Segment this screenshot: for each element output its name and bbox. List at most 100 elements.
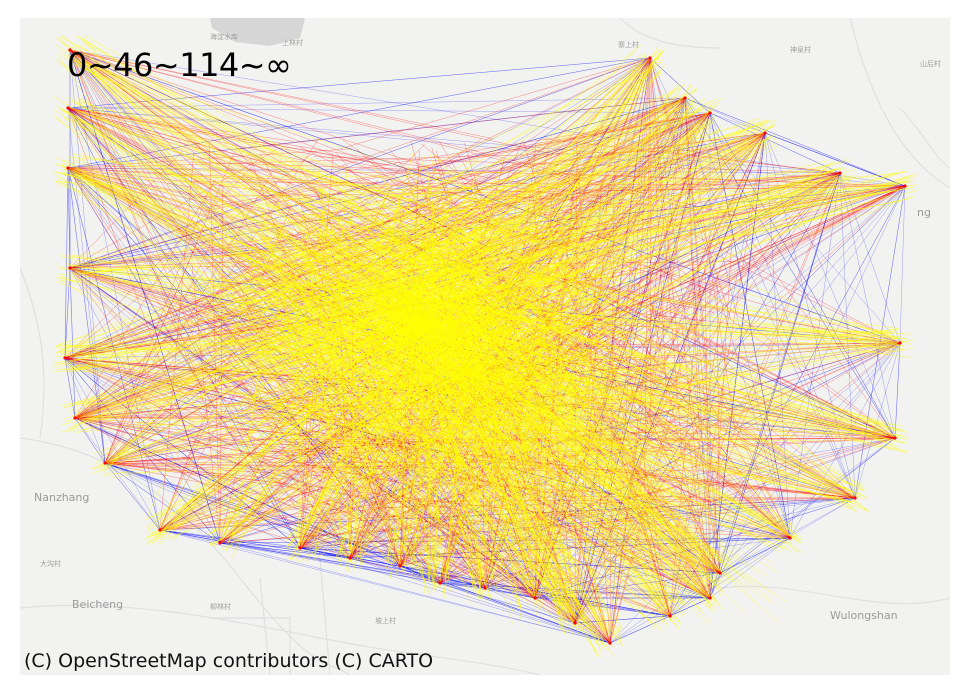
flow-line xyxy=(465,314,896,445)
flow-line xyxy=(894,342,901,439)
flow-line xyxy=(219,542,351,559)
flow-line xyxy=(299,462,371,549)
flow-line xyxy=(624,243,896,439)
flow-line xyxy=(638,112,711,397)
flow-line xyxy=(650,97,686,391)
flow-line xyxy=(534,572,721,599)
flow-line xyxy=(618,97,686,333)
flow-line xyxy=(439,342,901,584)
flow-line xyxy=(104,462,441,584)
flow-line xyxy=(64,197,478,359)
place-label: 山后村 xyxy=(920,60,941,68)
flow-line xyxy=(69,267,536,599)
flow-node xyxy=(66,166,70,170)
flow-line xyxy=(356,174,464,210)
flow-line xyxy=(255,380,388,562)
flow-node xyxy=(853,496,857,500)
flow-line xyxy=(398,351,613,455)
flow-line xyxy=(269,347,447,577)
place-label: 寨上村 xyxy=(618,41,639,49)
flow-line xyxy=(359,380,408,550)
flow-line xyxy=(54,179,423,329)
flow-node xyxy=(438,581,442,585)
flow-line xyxy=(67,167,343,200)
flow-line xyxy=(461,341,906,386)
flow-line xyxy=(396,184,514,319)
flow-line xyxy=(473,343,575,414)
flow-line xyxy=(454,316,484,319)
flow-line xyxy=(109,326,239,468)
flow-line xyxy=(302,319,405,456)
flow-line xyxy=(326,177,907,438)
flow-line xyxy=(104,462,441,584)
flow-line xyxy=(69,49,705,288)
map-view[interactable]: 海淀水库 上林村 寨上村 神泉村 山后村 ng Nanzhang 大沟村 Bei… xyxy=(20,18,950,675)
flow-line xyxy=(399,565,486,589)
flow-line xyxy=(649,57,856,499)
flow-line xyxy=(399,112,711,567)
flow-line xyxy=(398,175,848,251)
flow-line xyxy=(219,542,721,574)
flow-line xyxy=(260,211,335,427)
flow-line xyxy=(451,215,571,256)
flow-line xyxy=(292,239,337,302)
flow-line xyxy=(469,315,759,605)
flow-line xyxy=(293,123,763,268)
flow-line xyxy=(313,156,841,174)
flow-line xyxy=(438,97,691,183)
flow-line xyxy=(73,175,414,178)
flow-line xyxy=(354,158,479,256)
flow-line xyxy=(64,267,71,359)
flow-line xyxy=(609,597,711,644)
flow-line xyxy=(387,295,699,512)
flow-line xyxy=(67,167,446,174)
flow-line xyxy=(442,334,743,513)
flow-line xyxy=(74,44,355,251)
flow-line xyxy=(57,222,453,346)
flow-line xyxy=(662,263,791,539)
flow-line xyxy=(390,288,637,469)
flow-line xyxy=(383,277,689,612)
flow-line xyxy=(67,57,651,109)
flow-line xyxy=(312,295,393,469)
flow-line xyxy=(378,303,764,428)
flow-line xyxy=(380,228,401,248)
flow-line xyxy=(380,358,748,452)
flow-line xyxy=(69,49,297,379)
flow-line xyxy=(437,360,769,577)
flow-line xyxy=(67,107,579,223)
flow-line xyxy=(159,529,711,599)
flow-line xyxy=(399,565,486,589)
flow-line xyxy=(486,265,599,303)
flow-line xyxy=(709,240,733,599)
flow-line xyxy=(367,336,648,524)
flow-line xyxy=(328,363,358,422)
flow-line xyxy=(399,565,611,644)
flow-line xyxy=(481,176,911,298)
flow-line xyxy=(305,190,389,364)
flow-line xyxy=(452,294,802,554)
flow-line xyxy=(278,202,283,254)
flow-line xyxy=(167,370,374,526)
flow-line xyxy=(491,315,891,335)
flow-line xyxy=(534,597,671,617)
flow-line xyxy=(367,323,717,601)
flow-line xyxy=(184,434,576,624)
flow-line xyxy=(104,462,221,544)
flow-line xyxy=(67,167,351,559)
flow-line xyxy=(69,49,700,211)
flow-line xyxy=(399,333,563,618)
flow-line xyxy=(410,172,841,216)
flow-line xyxy=(470,325,797,419)
flow-line xyxy=(406,303,514,627)
flow-line xyxy=(489,247,611,644)
flow-line xyxy=(414,57,651,219)
flow-line xyxy=(67,258,292,274)
flow-line xyxy=(77,35,532,315)
flow-line xyxy=(275,408,353,565)
flow-line xyxy=(341,412,458,426)
flow-line xyxy=(461,363,709,436)
flow-line xyxy=(69,57,651,269)
flow-line xyxy=(418,317,868,510)
flow-line xyxy=(74,417,468,497)
